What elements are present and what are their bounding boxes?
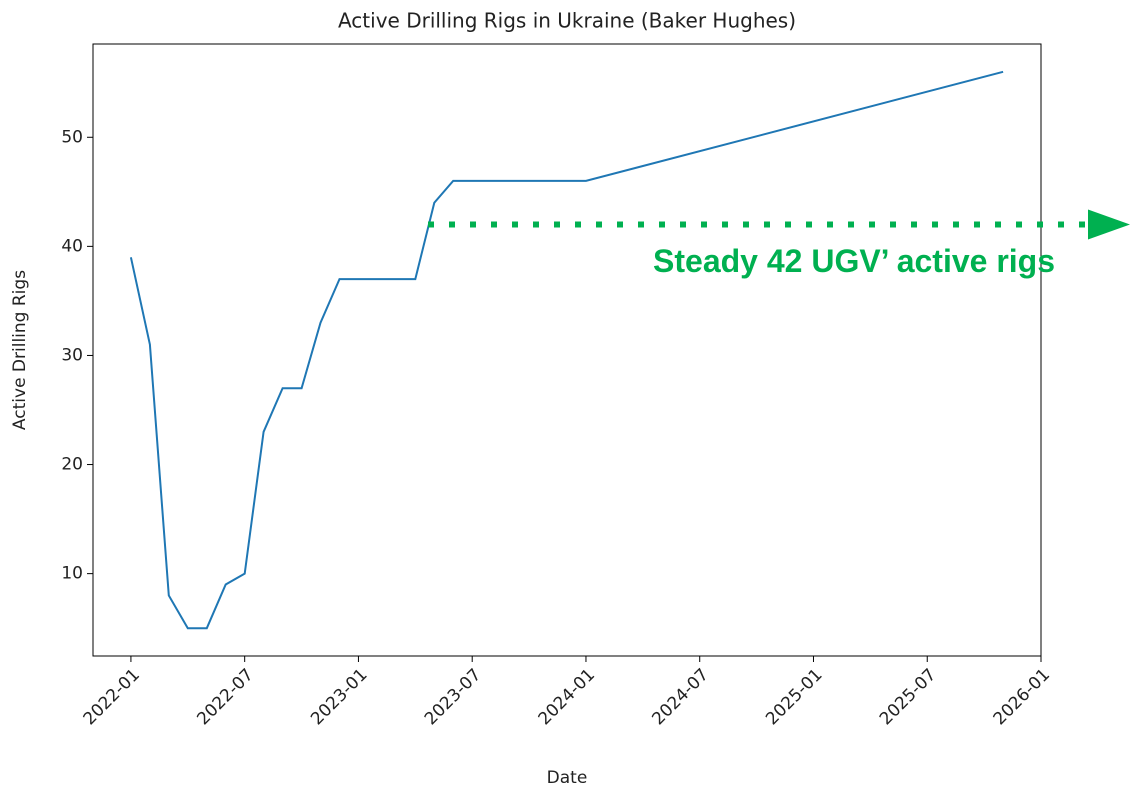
- x-tick-label: 2025-01: [762, 665, 826, 729]
- x-tick-label: 2023-07: [421, 665, 485, 729]
- x-tick-label: 2022-07: [193, 665, 257, 729]
- chart-title: Active Drilling Rigs in Ukraine (Baker H…: [338, 9, 796, 33]
- annotation-text: Steady 42 UGV’ active rigs: [653, 243, 1055, 279]
- y-tick-label: 20: [61, 455, 83, 475]
- x-tick-label: 2026-01: [990, 665, 1054, 729]
- plot-frame: [92, 43, 1042, 657]
- y-tick-label: 10: [61, 564, 83, 584]
- y-tick-label: 40: [61, 236, 83, 256]
- annotation-arrowhead: [1088, 209, 1130, 240]
- x-axis-label: Date: [547, 768, 588, 788]
- y-tick-label: 50: [61, 127, 83, 147]
- y-axis-label: Active Drilling Rigs: [10, 270, 30, 430]
- x-tick-label: 2025-07: [876, 665, 940, 729]
- x-tick-label: 2023-01: [307, 665, 371, 729]
- data-line: [129, 70, 1004, 630]
- x-tick-label: 2024-07: [648, 665, 712, 729]
- x-tick-label: 2022-01: [80, 665, 144, 729]
- x-tick-label: 2024-01: [535, 665, 599, 729]
- y-tick-label: 30: [61, 345, 83, 365]
